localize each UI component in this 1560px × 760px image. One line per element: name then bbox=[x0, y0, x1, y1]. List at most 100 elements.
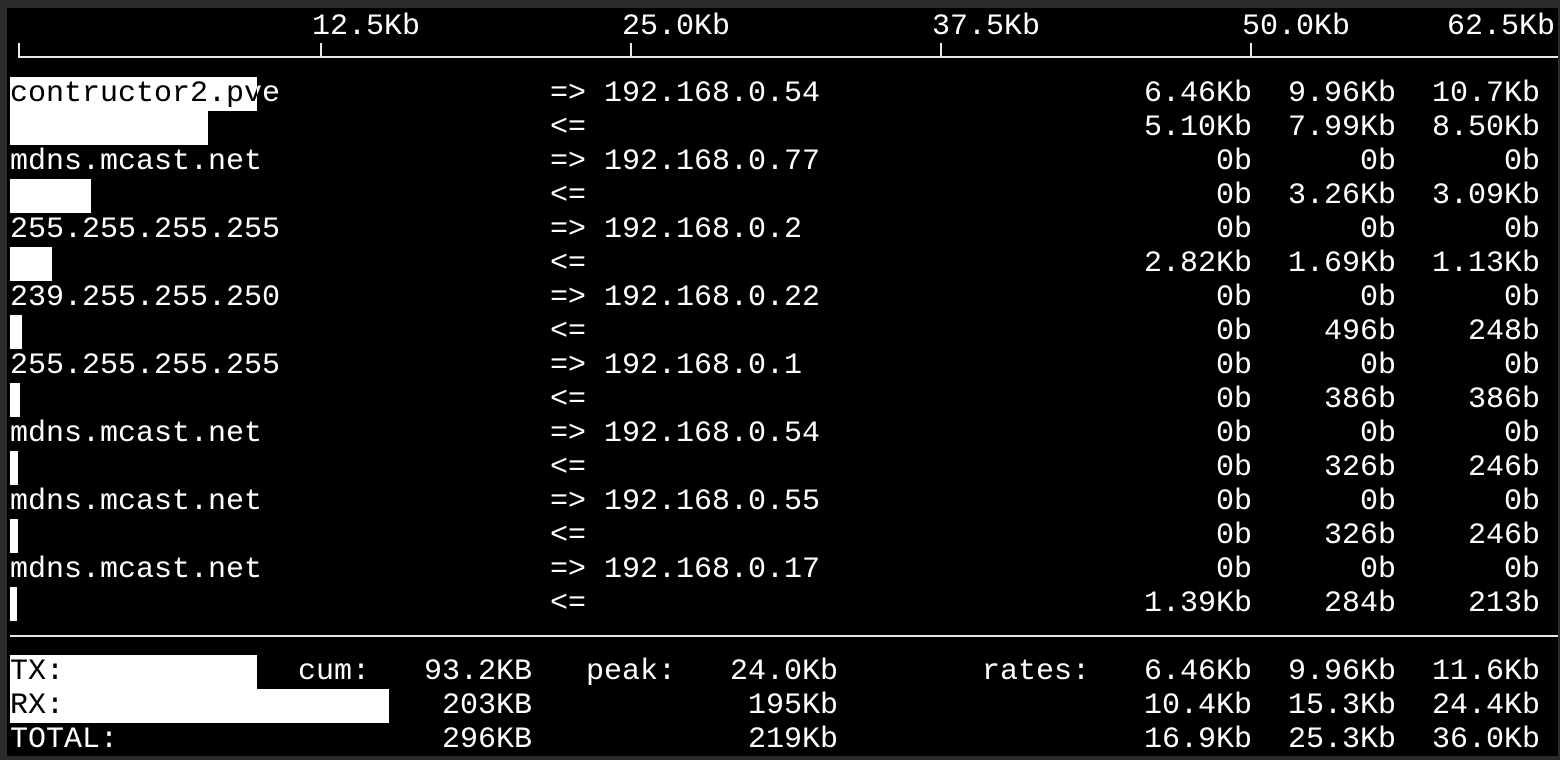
flow-rate-bar bbox=[10, 77, 257, 111]
rates-label: rates: bbox=[982, 655, 1091, 689]
rate-2s: 5.10Kb bbox=[1143, 111, 1252, 145]
scale-tick-label: 62.5Kb bbox=[1446, 10, 1555, 44]
totals-rate-bar bbox=[10, 689, 389, 723]
totals-label: TX: bbox=[10, 655, 65, 689]
cumulative-value: 203KB bbox=[441, 689, 532, 723]
scale-tick bbox=[320, 43, 322, 58]
flow-destination: 192.168.0.54 bbox=[604, 77, 821, 111]
rate-10s: 9.96Kb bbox=[1287, 655, 1396, 689]
flow-destination: 192.168.0.55 bbox=[604, 485, 821, 519]
rate-2s: 0b bbox=[1215, 349, 1252, 383]
rate-40s: 213b bbox=[1467, 587, 1540, 621]
scale-tick-label: 12.5Kb bbox=[312, 10, 421, 44]
rate-40s: 24.4Kb bbox=[1431, 689, 1540, 723]
scale-axis bbox=[18, 56, 1558, 58]
rate-10s: 25.3Kb bbox=[1287, 723, 1396, 757]
rate-40s: 36.0Kb bbox=[1431, 723, 1540, 757]
rate-10s: 7.99Kb bbox=[1287, 111, 1396, 145]
rate-40s: 11.6Kb bbox=[1431, 655, 1540, 689]
rate-10s: 326b bbox=[1323, 519, 1396, 553]
rate-2s: 0b bbox=[1215, 485, 1252, 519]
flow-destination: 192.168.0.77 bbox=[604, 145, 821, 179]
rate-10s: 386b bbox=[1323, 383, 1396, 417]
peak-label: peak: bbox=[586, 655, 677, 689]
flow-destination: 192.168.0.22 bbox=[604, 281, 821, 315]
direction-arrow: => bbox=[550, 349, 587, 383]
peak-value: 195Kb bbox=[747, 689, 838, 723]
rate-40s: 0b bbox=[1503, 485, 1540, 519]
rate-10s: 1.69Kb bbox=[1287, 247, 1396, 281]
rate-2s: 2.82Kb bbox=[1143, 247, 1252, 281]
rate-2s: 0b bbox=[1215, 315, 1252, 349]
flow-host: mdns.mcast.net bbox=[10, 485, 263, 519]
rate-2s: 0b bbox=[1215, 553, 1252, 587]
rate-40s: 386b bbox=[1467, 383, 1540, 417]
flow-host: 255.255.255.255 bbox=[10, 213, 281, 247]
rate-10s: 3.26Kb bbox=[1287, 179, 1396, 213]
rate-2s: 0b bbox=[1215, 519, 1252, 553]
rate-2s: 0b bbox=[1215, 145, 1252, 179]
rate-2s: 1.39Kb bbox=[1143, 587, 1252, 621]
rate-2s: 0b bbox=[1215, 179, 1252, 213]
rate-10s: 9.96Kb bbox=[1287, 77, 1396, 111]
rate-10s: 0b bbox=[1359, 417, 1396, 451]
rate-10s: 496b bbox=[1323, 315, 1396, 349]
cumulative-value: 93.2KB bbox=[423, 655, 532, 689]
rate-40s: 0b bbox=[1503, 349, 1540, 383]
flow-destination: 192.168.0.2 bbox=[604, 213, 803, 247]
direction-arrow: => bbox=[550, 485, 587, 519]
rate-40s: 3.09Kb bbox=[1431, 179, 1540, 213]
flow-rate-bar bbox=[10, 383, 20, 417]
direction-arrow: <= bbox=[550, 179, 587, 213]
rate-2s: 16.9Kb bbox=[1143, 723, 1252, 757]
direction-arrow: <= bbox=[550, 111, 587, 145]
flow-host: mdns.mcast.net bbox=[10, 553, 263, 587]
rate-10s: 0b bbox=[1359, 145, 1396, 179]
flow-rate-bar bbox=[10, 451, 18, 485]
direction-arrow: <= bbox=[550, 587, 587, 621]
rate-2s: 6.46Kb bbox=[1143, 77, 1252, 111]
rate-40s: 10.7Kb bbox=[1431, 77, 1540, 111]
scale-tick bbox=[1250, 43, 1252, 58]
direction-arrow: <= bbox=[550, 519, 587, 553]
rate-10s: 0b bbox=[1359, 349, 1396, 383]
totals-label: TOTAL: bbox=[10, 723, 119, 757]
flow-destination: 192.168.0.17 bbox=[604, 553, 821, 587]
rate-10s: 0b bbox=[1359, 485, 1396, 519]
rate-40s: 1.13Kb bbox=[1431, 247, 1540, 281]
rate-10s: 15.3Kb bbox=[1287, 689, 1396, 723]
rate-2s: 10.4Kb bbox=[1143, 689, 1252, 723]
flow-destination: 192.168.0.1 bbox=[604, 349, 803, 383]
direction-arrow: <= bbox=[550, 315, 587, 349]
rate-40s: 0b bbox=[1503, 213, 1540, 247]
scale-tick bbox=[630, 43, 632, 58]
rate-2s: 0b bbox=[1215, 417, 1252, 451]
scale-tick-label: 25.0Kb bbox=[622, 10, 731, 44]
direction-arrow: => bbox=[550, 281, 587, 315]
direction-arrow: <= bbox=[550, 383, 587, 417]
flow-rate-bar bbox=[10, 111, 208, 145]
rate-2s: 0b bbox=[1215, 451, 1252, 485]
rate-2s: 0b bbox=[1215, 213, 1252, 247]
direction-arrow: => bbox=[550, 417, 587, 451]
rate-40s: 248b bbox=[1467, 315, 1540, 349]
rate-40s: 0b bbox=[1503, 553, 1540, 587]
rate-40s: 8.50Kb bbox=[1431, 111, 1540, 145]
rate-40s: 246b bbox=[1467, 451, 1540, 485]
flow-host: 255.255.255.255 bbox=[10, 349, 281, 383]
totals-separator bbox=[10, 635, 1558, 637]
direction-arrow: => bbox=[550, 213, 587, 247]
flow-host: contructor2.pve bbox=[10, 77, 281, 111]
flow-host: mdns.mcast.net bbox=[10, 417, 263, 451]
flow-rate-bar bbox=[10, 315, 22, 349]
flow-rate-bar bbox=[10, 587, 17, 621]
direction-arrow: <= bbox=[550, 247, 587, 281]
direction-arrow: => bbox=[550, 145, 587, 179]
scale-tick bbox=[940, 43, 942, 58]
flow-host: 239.255.255.250 bbox=[10, 281, 281, 315]
rate-10s: 0b bbox=[1359, 281, 1396, 315]
peak-value: 24.0Kb bbox=[729, 655, 838, 689]
cumulative-value: 296KB bbox=[441, 723, 532, 757]
cum-label: cum: bbox=[298, 655, 371, 689]
scale-tick-label: 37.5Kb bbox=[932, 10, 1041, 44]
